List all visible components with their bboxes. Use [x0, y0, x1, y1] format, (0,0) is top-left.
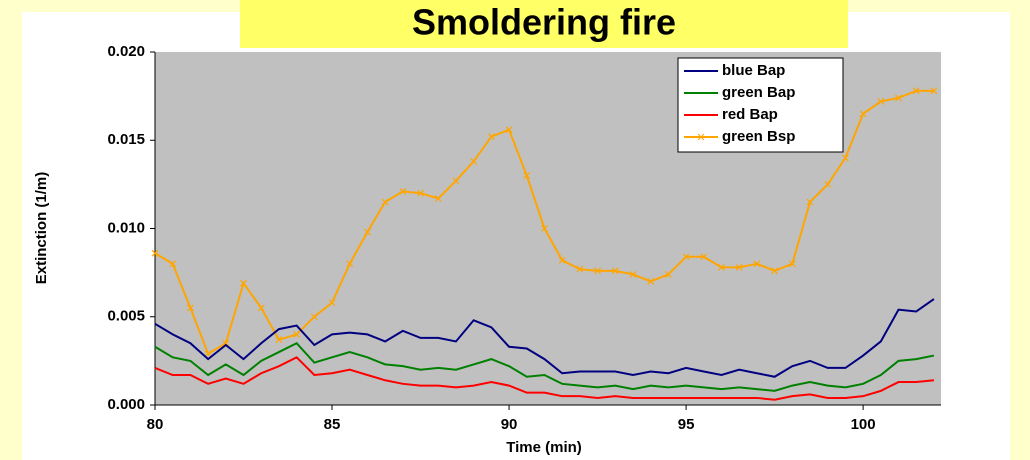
legend-label: blue Bap — [722, 62, 785, 79]
point-marker — [328, 299, 336, 307]
x-axis-label: Time (min) — [506, 439, 582, 456]
point-marker — [700, 253, 708, 261]
point-marker — [240, 279, 247, 287]
legend-label: green Bap — [722, 84, 795, 101]
point-marker — [487, 133, 495, 141]
point-marker — [735, 263, 743, 271]
point-marker — [930, 87, 938, 95]
point-marker — [222, 339, 230, 347]
series-line — [154, 356, 935, 401]
point-marker — [788, 260, 796, 268]
y-tick-label: 0.015 — [107, 131, 145, 148]
series-line — [154, 298, 935, 378]
point-marker — [151, 249, 159, 257]
point-marker — [204, 350, 212, 358]
point-marker — [257, 304, 265, 312]
point-marker — [718, 263, 725, 271]
point-marker — [310, 313, 318, 321]
point-marker — [399, 188, 407, 195]
legend-marker — [697, 133, 705, 141]
series-line — [154, 341, 935, 392]
point-marker — [806, 198, 814, 206]
x-tick-label: 85 — [324, 416, 341, 433]
x-tick-label: 100 — [851, 416, 876, 433]
point-marker — [558, 256, 566, 264]
point-marker — [841, 154, 849, 162]
chart-title: Smoldering fire — [412, 2, 676, 43]
point-marker — [753, 260, 761, 268]
point-marker — [912, 87, 920, 95]
point-marker — [611, 267, 619, 275]
point-marker — [364, 228, 371, 236]
point-marker — [877, 97, 885, 105]
x-tick-label: 90 — [501, 416, 518, 433]
point-marker — [859, 110, 867, 118]
point-marker — [664, 270, 672, 278]
point-marker — [682, 253, 690, 261]
y-tick-label: 0.005 — [107, 308, 145, 325]
y-tick-label: 0.020 — [107, 43, 145, 60]
y-tick-label: 0.000 — [107, 396, 145, 413]
point-marker — [523, 172, 531, 179]
title-box — [240, 0, 848, 48]
y-tick-label: 0.010 — [107, 219, 145, 236]
point-marker — [417, 189, 424, 197]
point-marker — [346, 260, 354, 268]
point-marker — [470, 158, 478, 165]
point-marker — [541, 225, 548, 232]
point-marker — [629, 270, 637, 278]
point-marker — [169, 260, 177, 268]
point-marker — [505, 126, 513, 134]
x-tick-label: 80 — [147, 416, 164, 433]
legend-label: green Bsp — [722, 128, 795, 145]
point-marker — [275, 336, 283, 344]
point-marker — [452, 177, 460, 185]
point-marker — [186, 304, 194, 312]
point-marker — [576, 265, 584, 273]
point-marker — [434, 195, 442, 202]
point-marker — [895, 94, 902, 102]
point-marker — [381, 198, 389, 206]
x-tick-label: 95 — [678, 416, 695, 433]
point-marker — [293, 330, 301, 338]
point-marker — [647, 278, 655, 285]
point-marker — [771, 267, 779, 275]
y-axis-label: Extinction (1/m) — [33, 172, 50, 285]
point-marker — [824, 180, 832, 188]
point-marker — [594, 267, 601, 275]
legend-label: red Bap — [722, 106, 778, 123]
